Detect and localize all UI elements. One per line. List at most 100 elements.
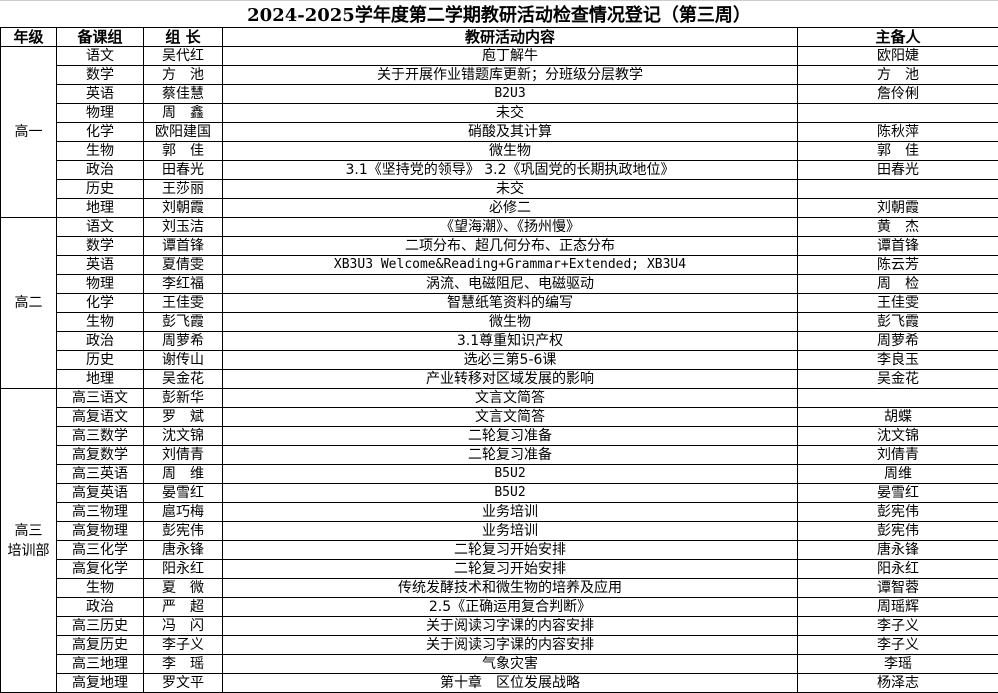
group-cell[interactable]: 语文 xyxy=(56,46,144,66)
group-cell[interactable]: 高三数学 xyxy=(56,426,144,446)
preparer-cell[interactable] xyxy=(797,103,998,123)
content-cell[interactable]: 二项分布、超几何分布、正态分布 xyxy=(222,236,798,256)
leader-cell[interactable]: 刘朝霞 xyxy=(143,198,223,218)
group-cell[interactable]: 政治 xyxy=(56,160,144,180)
leader-cell[interactable]: 夏 微 xyxy=(143,578,223,598)
content-cell[interactable]: 3.1《坚持党的领导》 3.2《巩固党的长期执政地位》 xyxy=(222,160,798,180)
preparer-cell[interactable]: 晏雪红 xyxy=(797,483,998,503)
leader-cell[interactable]: 扈巧梅 xyxy=(143,502,223,522)
content-cell[interactable]: 二轮复习开始安排 xyxy=(222,540,798,560)
content-cell[interactable]: 产业转移对区域发展的影响 xyxy=(222,369,798,389)
content-cell[interactable]: 未交 xyxy=(222,179,798,199)
preparer-cell[interactable]: 阳永红 xyxy=(797,559,998,579)
content-cell[interactable]: 文言文简答 xyxy=(222,407,798,427)
group-cell[interactable]: 化学 xyxy=(56,122,144,142)
group-cell[interactable]: 地理 xyxy=(56,198,144,218)
content-cell[interactable]: 庖丁解牛 xyxy=(222,46,798,66)
content-cell[interactable]: 《望海潮》、《扬州慢》 xyxy=(222,217,798,237)
preparer-cell[interactable]: 欧阳婕 xyxy=(797,46,998,66)
leader-cell[interactable]: 沈文锦 xyxy=(143,426,223,446)
leader-cell[interactable]: 彭新华 xyxy=(143,388,223,408)
group-cell[interactable]: 历史 xyxy=(56,350,144,370)
preparer-cell[interactable]: 方 池 xyxy=(797,65,998,85)
content-cell[interactable]: 业务培训 xyxy=(222,502,798,522)
preparer-cell[interactable]: 彭飞霞 xyxy=(797,312,998,332)
leader-cell[interactable]: 吴代红 xyxy=(143,46,223,66)
content-cell[interactable]: 3.1尊重知识产权 xyxy=(222,331,798,351)
group-cell[interactable]: 英语 xyxy=(56,255,144,275)
preparer-cell[interactable]: 李瑶 xyxy=(797,654,998,674)
preparer-cell[interactable]: 唐永锋 xyxy=(797,540,998,560)
content-cell[interactable]: 必修二 xyxy=(222,198,798,218)
content-cell[interactable]: 微生物 xyxy=(222,141,798,161)
group-cell[interactable]: 高三物理 xyxy=(56,502,144,522)
content-cell[interactable]: 未交 xyxy=(222,103,798,123)
preparer-cell[interactable]: 刘倩青 xyxy=(797,445,998,465)
preparer-cell[interactable] xyxy=(797,179,998,199)
leader-cell[interactable]: 田春光 xyxy=(143,160,223,180)
leader-cell[interactable]: 唐永锋 xyxy=(143,540,223,560)
content-cell[interactable]: 选必三第5-6课 xyxy=(222,350,798,370)
group-cell[interactable]: 物理 xyxy=(56,103,144,123)
leader-cell[interactable]: 刘玉洁 xyxy=(143,217,223,237)
group-cell[interactable]: 语文 xyxy=(56,217,144,237)
preparer-cell[interactable]: 周瑶辉 xyxy=(797,597,998,617)
content-cell[interactable]: 二轮复习准备 xyxy=(222,445,798,465)
leader-cell[interactable]: 周 维 xyxy=(143,464,223,484)
group-cell[interactable]: 生物 xyxy=(56,312,144,332)
leader-cell[interactable]: 王莎丽 xyxy=(143,179,223,199)
content-cell[interactable]: B5U2 xyxy=(222,464,798,484)
group-cell[interactable]: 高三英语 xyxy=(56,464,144,484)
group-cell[interactable]: 政治 xyxy=(56,331,144,351)
content-cell[interactable]: 气象灾害 xyxy=(222,654,798,674)
preparer-cell[interactable]: 谭首锋 xyxy=(797,236,998,256)
content-cell[interactable]: 传统发酵技术和微生物的培养及应用 xyxy=(222,578,798,598)
preparer-cell[interactable]: 吴金花 xyxy=(797,369,998,389)
preparer-cell[interactable]: 刘朝霞 xyxy=(797,198,998,218)
group-cell[interactable]: 高三历史 xyxy=(56,616,144,636)
leader-cell[interactable]: 彭飞霞 xyxy=(143,312,223,332)
grade-cell[interactable]: 高一 xyxy=(0,46,57,218)
group-cell[interactable]: 生物 xyxy=(56,141,144,161)
content-cell[interactable]: 2.5《正确运用复合判断》 xyxy=(222,597,798,617)
leader-cell[interactable]: 刘倩青 xyxy=(143,445,223,465)
leader-cell[interactable]: 李 瑶 xyxy=(143,654,223,674)
leader-cell[interactable]: 晏雪红 xyxy=(143,483,223,503)
preparer-cell[interactable]: 彭宪伟 xyxy=(797,502,998,522)
leader-cell[interactable]: 吴金花 xyxy=(143,369,223,389)
leader-cell[interactable]: 罗文平 xyxy=(143,673,223,693)
group-cell[interactable]: 高复英语 xyxy=(56,483,144,503)
group-cell[interactable]: 高三地理 xyxy=(56,654,144,674)
grade-cell[interactable]: 高三 培训部 xyxy=(0,388,57,693)
leader-cell[interactable]: 罗 斌 xyxy=(143,407,223,427)
preparer-cell[interactable]: 胡蝶 xyxy=(797,407,998,427)
group-cell[interactable]: 数学 xyxy=(56,65,144,85)
group-cell[interactable]: 政治 xyxy=(56,597,144,617)
group-cell[interactable]: 高三化学 xyxy=(56,540,144,560)
content-cell[interactable]: 二轮复习开始安排 xyxy=(222,559,798,579)
preparer-cell[interactable]: 郭 佳 xyxy=(797,141,998,161)
group-cell[interactable]: 物理 xyxy=(56,274,144,294)
group-cell[interactable]: 数学 xyxy=(56,236,144,256)
group-cell[interactable]: 高复历史 xyxy=(56,635,144,655)
content-cell[interactable]: 关于开展作业错题库更新；分班级分层教学 xyxy=(222,65,798,85)
content-cell[interactable]: 关于阅读习字课的内容安排 xyxy=(222,616,798,636)
group-cell[interactable]: 高复语文 xyxy=(56,407,144,427)
leader-cell[interactable]: 周 鑫 xyxy=(143,103,223,123)
leader-cell[interactable]: 夏倩雯 xyxy=(143,255,223,275)
preparer-cell[interactable]: 李良玉 xyxy=(797,350,998,370)
preparer-cell[interactable]: 杨泽志 xyxy=(797,673,998,693)
leader-cell[interactable]: 彭宪伟 xyxy=(143,521,223,541)
group-cell[interactable]: 高复地理 xyxy=(56,673,144,693)
preparer-cell[interactable]: 陈秋萍 xyxy=(797,122,998,142)
content-cell[interactable]: 文言文简答 xyxy=(222,388,798,408)
preparer-cell[interactable]: 李子义 xyxy=(797,616,998,636)
group-cell[interactable]: 英语 xyxy=(56,84,144,104)
content-cell[interactable]: 关于阅读习字课的内容安排 xyxy=(222,635,798,655)
content-cell[interactable]: 业务培训 xyxy=(222,521,798,541)
leader-cell[interactable]: 阳永红 xyxy=(143,559,223,579)
preparer-cell[interactable] xyxy=(797,388,998,408)
leader-cell[interactable]: 严 超 xyxy=(143,597,223,617)
content-cell[interactable]: 二轮复习准备 xyxy=(222,426,798,446)
group-cell[interactable]: 高复化学 xyxy=(56,559,144,579)
